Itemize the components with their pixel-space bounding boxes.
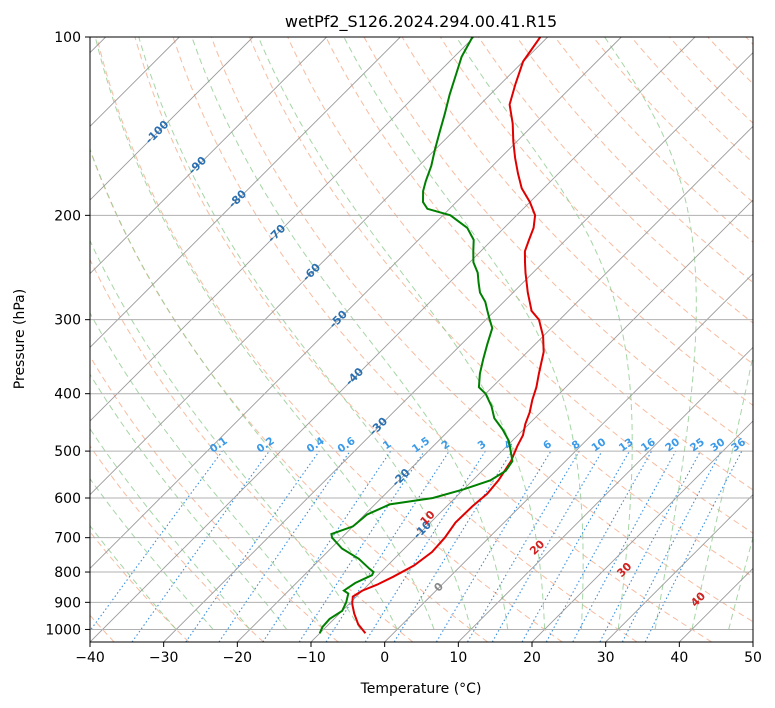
mixing-ratio-line [325, 450, 450, 642]
mixing-ratio-line [393, 450, 513, 642]
x-tick-label: 40 [670, 650, 688, 666]
moist-adiabat [691, 353, 753, 630]
dry-adiabat [325, 37, 753, 491]
mixing-ratio-line [185, 450, 320, 642]
dry-adiabat [592, 37, 753, 203]
mixing-ratio-line [435, 450, 552, 642]
isotherm [531, 420, 753, 642]
moist-adiabats [90, 37, 753, 630]
dry-adiabat [172, 37, 712, 642]
x-tick-label: −20 [223, 650, 253, 666]
moist-adiabat [343, 37, 584, 630]
mixing-ratio-line [131, 450, 270, 642]
dry-adiabat [90, 258, 414, 642]
x-tick-label: 20 [523, 650, 541, 666]
mixing-ratio-line [521, 450, 630, 642]
dry-adiabat [478, 37, 753, 324]
x-tick-label: −10 [296, 650, 326, 666]
mixing-ratio-line [491, 450, 603, 642]
x-tick-label: −40 [75, 650, 105, 666]
sounding-series [318, 37, 545, 634]
x-axis-label: Temperature (°C) [360, 681, 482, 697]
y-tick-label: 700 [54, 531, 81, 547]
isotherm [163, 52, 753, 642]
isotherm [90, 37, 254, 201]
chart-title: wetPf2_S126.2024.294.00.41.R15 [285, 12, 557, 32]
isotherm [90, 37, 548, 496]
moist-adiabat [90, 311, 325, 630]
isotherm [605, 494, 753, 642]
temperature-line [351, 37, 545, 634]
dry-adiabat [516, 37, 753, 284]
dry-adiabat [287, 37, 753, 534]
dry-adiabat [134, 37, 638, 642]
y-axis-label: Pressure (hPa) [12, 289, 28, 389]
isotherm [90, 37, 475, 422]
isotherm [237, 125, 753, 642]
isotherm [90, 37, 401, 348]
dry-adiabat [401, 37, 753, 406]
dry-adiabat [210, 37, 753, 623]
x-tick-label: 0 [380, 650, 389, 666]
moist-adiabat [94, 37, 435, 630]
dry-adiabat [90, 445, 264, 642]
y-tick-label: 100 [54, 30, 81, 46]
moist-adiabat [138, 37, 472, 630]
isotherm [458, 346, 753, 642]
isotherm [90, 37, 327, 275]
x-axis-ticks: −40 −30 −20 −10 0 10 20 30 40 50 [75, 642, 762, 666]
y-tick-label: 800 [54, 565, 81, 581]
plot-frame [89, 36, 754, 643]
dry-adiabat [96, 37, 563, 642]
mixing-ratio-line [364, 450, 486, 642]
x-tick-label: −30 [149, 650, 179, 666]
y-tick-label: 600 [54, 491, 81, 507]
y-tick-label: 500 [54, 444, 81, 460]
mixing-ratio-line [218, 450, 351, 642]
y-tick-label: 300 [54, 313, 81, 329]
moist-adiabat [191, 37, 509, 630]
isotherm [90, 37, 622, 569]
y-tick-label: 400 [54, 387, 81, 403]
pressure-gridlines [90, 37, 753, 630]
mixing-ratio-line [467, 450, 580, 642]
x-tick-label: 10 [449, 650, 467, 666]
x-tick-label: 50 [744, 650, 762, 666]
y-axis-ticks: 100 200 300 400 500 600 700 800 900 1000 [45, 30, 90, 638]
dry-adiabat [630, 37, 753, 164]
dry-adiabat [363, 37, 753, 448]
moist-adiabat [90, 239, 361, 630]
isotherm [90, 37, 696, 642]
y-tick-label: 900 [54, 595, 81, 611]
dewpoint-line [318, 37, 514, 634]
isotherm [384, 273, 753, 642]
isotherms [90, 37, 753, 642]
mixing-ratio-line [572, 450, 677, 642]
y-tick-label: 1000 [45, 622, 81, 638]
background-lines [90, 37, 753, 642]
isotherm [310, 199, 753, 642]
x-tick-label: 30 [597, 650, 615, 666]
moist-adiabat [604, 37, 697, 630]
y-tick-label: 200 [54, 208, 81, 224]
mixing-ratio-line [90, 450, 223, 632]
